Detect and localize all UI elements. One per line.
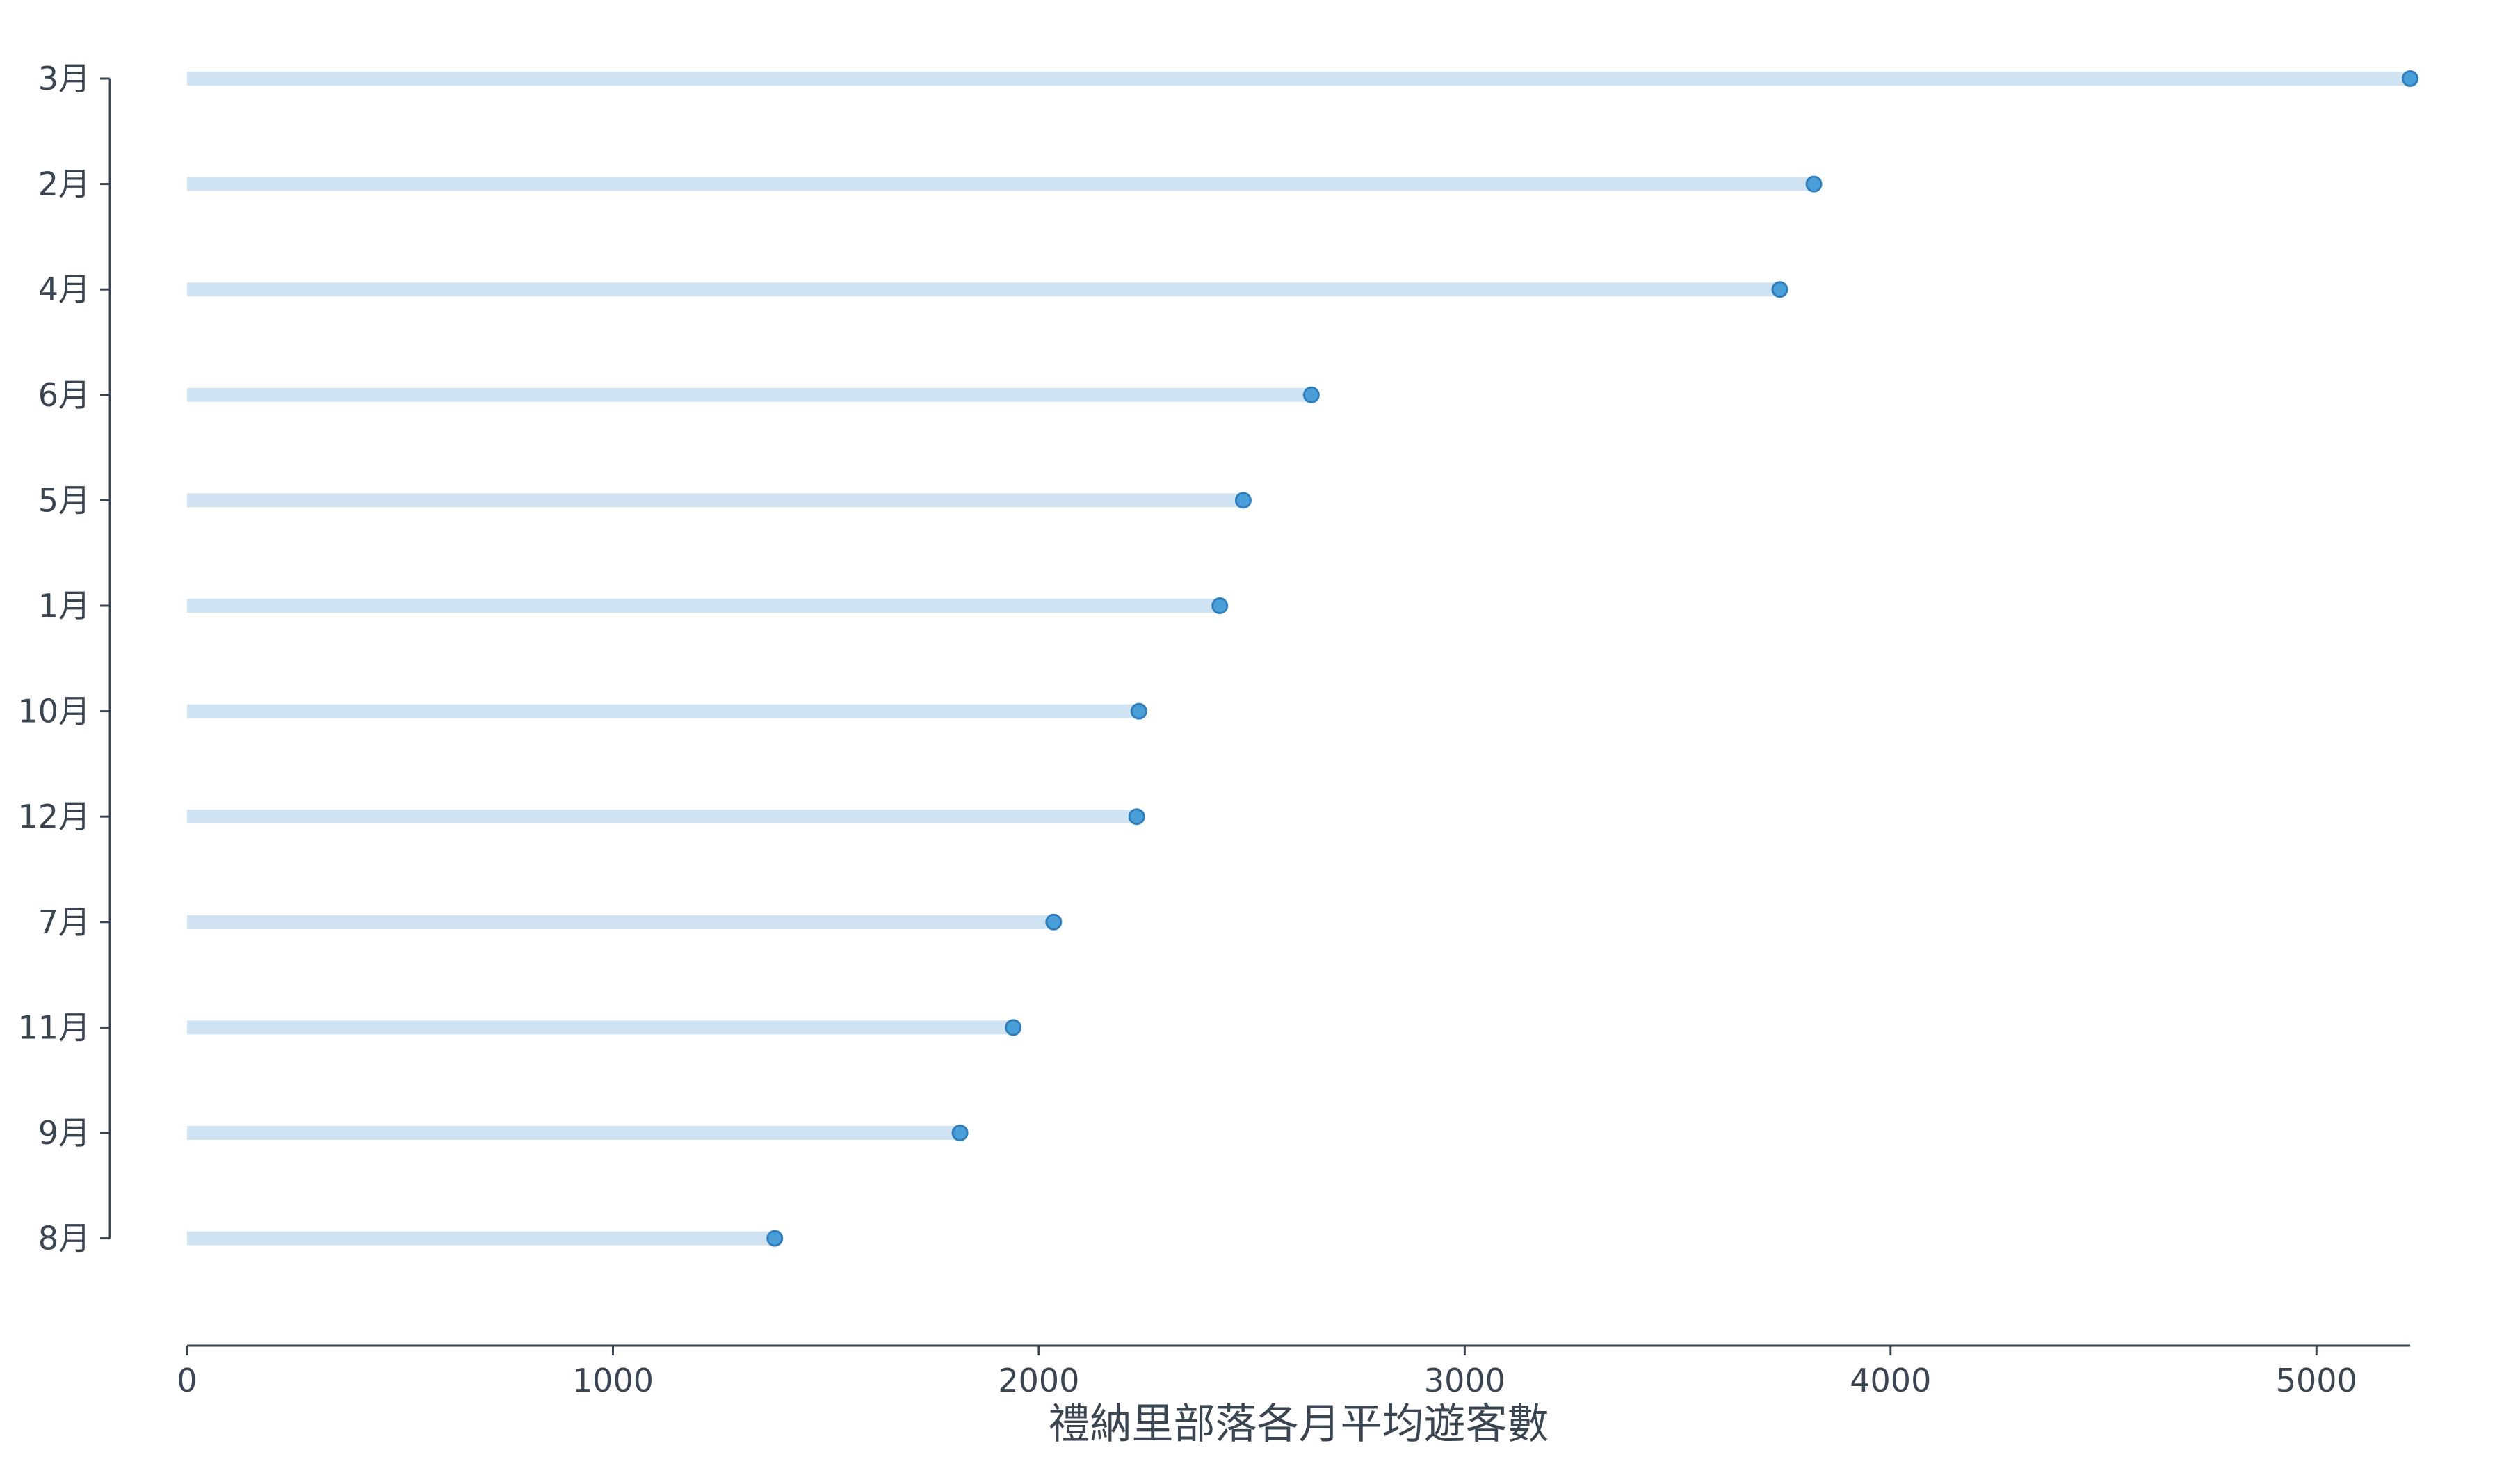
stem-bar bbox=[187, 915, 1054, 929]
y-tick-label: 10月 bbox=[17, 693, 90, 730]
y-tick-label: 12月 bbox=[17, 798, 90, 835]
x-tick-label: 1000 bbox=[572, 1362, 654, 1399]
x-axis: 0 1000 2000 3000 4000 5000 bbox=[177, 1344, 2410, 1399]
y-tick-label: 5月 bbox=[38, 481, 90, 519]
data-point bbox=[2402, 70, 2418, 87]
y-tick-label: 11月 bbox=[17, 1008, 90, 1046]
stem-bar bbox=[187, 704, 1139, 718]
y-tick-label: 9月 bbox=[38, 1114, 90, 1152]
data-point bbox=[766, 1230, 784, 1247]
data-point bbox=[1005, 1019, 1022, 1036]
y-tick-label: 3月 bbox=[38, 60, 90, 97]
x-tick-label: 3000 bbox=[1424, 1362, 1505, 1399]
x-tick-label: 2000 bbox=[998, 1362, 1079, 1399]
stem-bar bbox=[187, 1020, 1014, 1035]
stem-bar bbox=[187, 493, 1243, 508]
stem-bar bbox=[187, 810, 1137, 824]
data-point bbox=[1302, 386, 1320, 403]
stem-bar bbox=[187, 1231, 775, 1246]
x-axis-title: 禮納里部落各月平均遊客數 bbox=[1049, 1400, 1549, 1449]
y-tick-label: 2月 bbox=[38, 166, 90, 203]
data-point bbox=[1805, 175, 1823, 193]
x-tick-label: 0 bbox=[177, 1362, 197, 1399]
y-tick-label: 4月 bbox=[38, 271, 90, 308]
stem-bar bbox=[187, 72, 2410, 86]
y-tick-label: 7月 bbox=[38, 903, 90, 941]
data-point bbox=[951, 1125, 969, 1141]
stem-bar bbox=[187, 177, 1814, 191]
data-point bbox=[1128, 808, 1145, 826]
stems-group bbox=[187, 72, 2410, 1246]
y-axis: 3月 2月 4月 6月 5月 1月 10月 12月 7月 11月 9月 8月 bbox=[17, 60, 111, 1257]
y-tick-label: 8月 bbox=[38, 1220, 90, 1257]
data-point bbox=[1045, 913, 1063, 931]
data-point bbox=[1234, 492, 1252, 509]
x-tick-label: 5000 bbox=[2276, 1362, 2357, 1399]
markers-group bbox=[766, 70, 2418, 1247]
data-point bbox=[1130, 702, 1147, 720]
data-point bbox=[1211, 597, 1229, 614]
stem-bar bbox=[187, 599, 1220, 613]
x-tick-label: 4000 bbox=[1850, 1362, 1931, 1399]
y-tick-label: 6月 bbox=[38, 376, 90, 414]
stem-bar bbox=[187, 387, 1311, 402]
stem-bar bbox=[187, 282, 1780, 297]
y-tick-label: 1月 bbox=[38, 587, 90, 625]
data-point bbox=[1771, 281, 1788, 298]
stem-bar bbox=[187, 1126, 960, 1140]
